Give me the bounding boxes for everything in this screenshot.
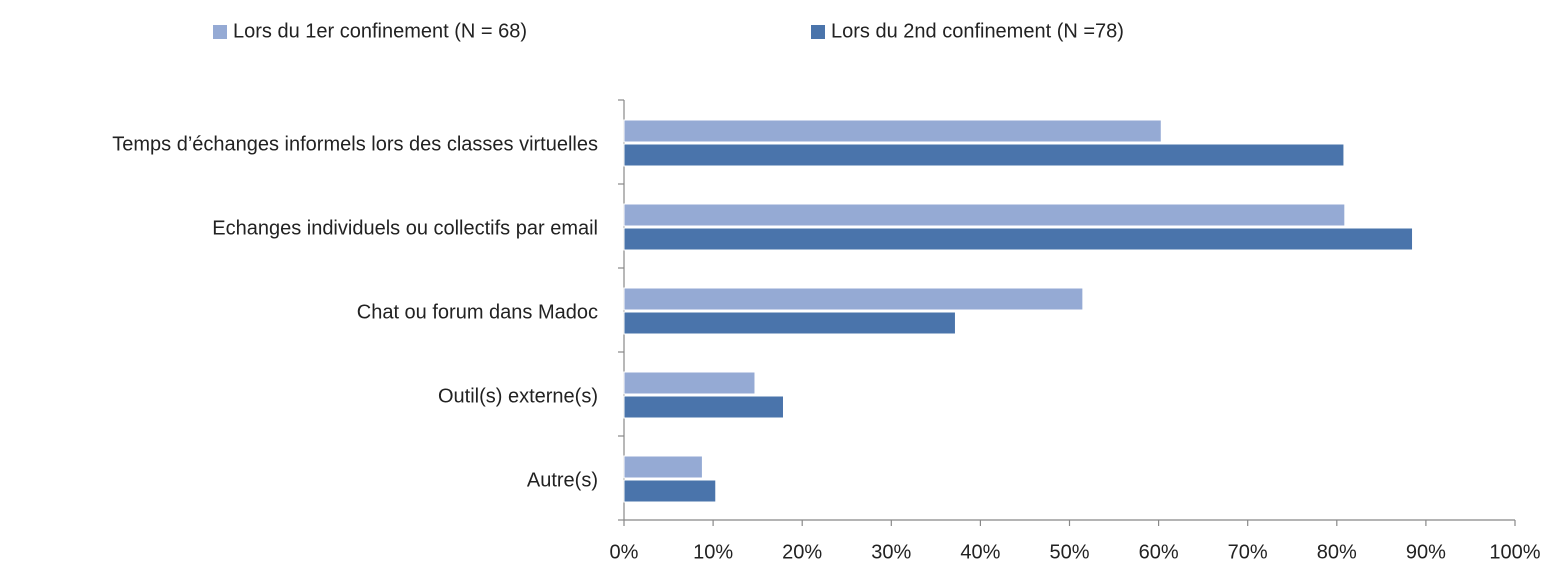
x-tick-label: 0% bbox=[610, 541, 639, 563]
x-tick-label: 40% bbox=[960, 541, 1000, 563]
category-label: Outil(s) externe(s) bbox=[438, 385, 598, 407]
bar bbox=[623, 371, 756, 395]
x-tick-label: 20% bbox=[782, 541, 822, 563]
legend-swatch bbox=[213, 25, 227, 39]
bar bbox=[623, 203, 1346, 227]
category-label: Temps d’échanges informels lors des clas… bbox=[112, 133, 598, 155]
legend-label: Lors du 2nd confinement (N =78) bbox=[831, 20, 1124, 42]
x-tick-label: 70% bbox=[1228, 541, 1268, 563]
x-tick-label: 10% bbox=[693, 541, 733, 563]
bar bbox=[623, 311, 956, 335]
x-tick-label: 100% bbox=[1489, 541, 1540, 563]
bar bbox=[623, 479, 717, 503]
category-label: Chat ou forum dans Madoc bbox=[357, 301, 598, 323]
bar bbox=[623, 227, 1414, 251]
bar bbox=[623, 395, 784, 419]
legend-label: Lors du 1er confinement (N = 68) bbox=[233, 20, 527, 42]
bar bbox=[623, 455, 703, 479]
legend-swatch bbox=[811, 25, 825, 39]
bar bbox=[623, 287, 1084, 311]
x-tick-label: 80% bbox=[1317, 541, 1357, 563]
bar bbox=[623, 143, 1345, 167]
x-tick-label: 90% bbox=[1406, 541, 1446, 563]
x-tick-label: 50% bbox=[1049, 541, 1089, 563]
x-tick-label: 30% bbox=[871, 541, 911, 563]
category-label: Autre(s) bbox=[527, 469, 598, 491]
x-tick-label: 60% bbox=[1139, 541, 1179, 563]
category-label: Echanges individuels ou collectifs par e… bbox=[212, 217, 598, 239]
bar bbox=[623, 119, 1162, 143]
